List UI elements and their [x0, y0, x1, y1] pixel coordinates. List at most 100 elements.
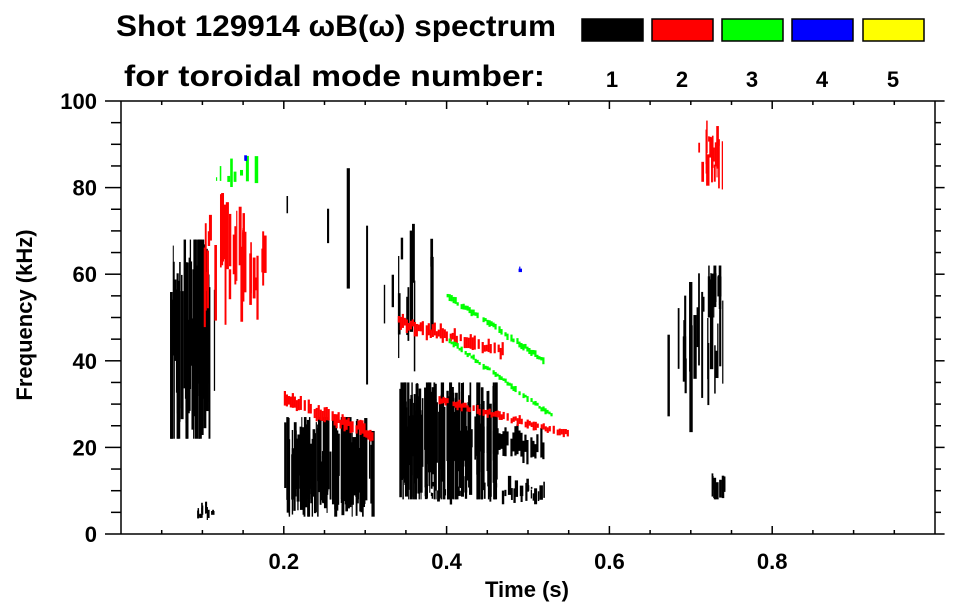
chirp-segment	[522, 344, 525, 351]
spectral-streak	[440, 382, 445, 482]
spectral-streak	[424, 397, 428, 497]
legend-label-mode-5: 5	[887, 67, 899, 92]
spectral-streak	[221, 193, 225, 262]
chirp-segment	[476, 359, 479, 364]
chirp-segment	[489, 344, 492, 354]
spectral-streak	[401, 411, 404, 468]
spectral-streak	[197, 508, 200, 512]
chirp-segment	[435, 331, 438, 339]
chirp-segment	[363, 423, 366, 437]
chirp-segment	[341, 414, 344, 425]
chirp-segment	[437, 329, 440, 337]
chirp-segment	[365, 430, 368, 438]
spectral-streak	[383, 284, 386, 324]
spectral-streak	[527, 485, 530, 491]
chirp-segment	[526, 396, 529, 402]
feature-mode-1-blob	[707, 265, 722, 318]
spectral-streak	[222, 204, 227, 260]
chirp-segment	[307, 399, 310, 414]
chirp-segment	[530, 422, 533, 427]
chirp-segment	[538, 405, 541, 409]
spectral-streak	[513, 488, 516, 503]
chirp-segment	[492, 430, 495, 454]
spectral-streak	[180, 291, 184, 420]
spectral-streak	[207, 509, 210, 518]
chirp-segment	[337, 412, 340, 424]
spectral-streak	[206, 507, 208, 520]
spectral-streak	[478, 403, 481, 500]
spectral-streak	[526, 478, 529, 492]
chirp-segment	[532, 421, 535, 431]
spectral-streak	[689, 325, 693, 433]
chirp-segment	[313, 409, 316, 419]
chirp-segment	[469, 334, 472, 349]
chirp-segment	[444, 397, 447, 406]
chirp-segment	[285, 394, 288, 407]
chirp-segment	[478, 408, 481, 416]
spectral-streak	[233, 171, 237, 182]
chirp-segment	[349, 421, 352, 434]
spectral-streak	[701, 161, 705, 182]
spectral-streak	[712, 147, 715, 162]
chirp-segment	[448, 294, 451, 302]
spectral-streak	[418, 398, 420, 500]
chirp-segment	[508, 382, 511, 386]
feature-mode-3-blob	[215, 155, 259, 188]
chirp-segment	[371, 432, 374, 441]
chirp-segment	[409, 320, 412, 330]
spectral-streak	[324, 417, 327, 503]
spectral-streak	[400, 237, 404, 260]
feature-mode-2-chirp	[438, 396, 569, 438]
chirp-segment	[442, 396, 445, 404]
chirp-segment	[514, 386, 517, 393]
spectral-streak	[443, 489, 447, 496]
spectral-streak	[449, 483, 451, 486]
chirp-segment	[476, 404, 479, 414]
chirp-segment	[493, 342, 496, 354]
spectral-streak	[207, 269, 209, 402]
spectral-streak	[446, 390, 449, 462]
spectral-streak	[201, 505, 204, 515]
spectral-streak	[284, 422, 287, 489]
chirp-segment	[429, 329, 432, 338]
spectral-streak	[346, 417, 349, 495]
chirp-segment	[339, 419, 342, 429]
chirp-segment	[494, 371, 497, 377]
spectral-streak	[455, 408, 459, 500]
spectral-streak	[539, 485, 543, 500]
spectral-streak	[711, 155, 713, 183]
spectral-streak	[712, 476, 714, 490]
spectral-streak	[430, 238, 434, 267]
spectral-streak	[313, 441, 316, 494]
chirp-segment	[464, 426, 467, 447]
chirp-segment	[480, 423, 483, 452]
spectral-streak	[368, 438, 371, 479]
chirp-segment	[538, 356, 541, 360]
chirp-segment	[504, 378, 507, 383]
chirp-segment	[315, 407, 318, 422]
spectral-streak	[449, 417, 451, 490]
spectral-streak	[689, 281, 693, 372]
spectral-streak	[698, 142, 701, 153]
legend-swatch-mode-1	[581, 18, 644, 42]
spectral-streak	[328, 422, 330, 489]
chirp-segment	[482, 363, 485, 370]
chirp-segment	[482, 426, 485, 453]
legend-swatch-mode-3	[721, 18, 784, 42]
chirp-segment	[528, 420, 531, 426]
chirp-segment	[490, 412, 493, 418]
chirp-segment	[544, 426, 547, 432]
spectral-streak	[219, 194, 222, 268]
spectral-streak	[410, 408, 412, 465]
chirp-segment	[462, 402, 465, 408]
chirp-segment	[455, 335, 458, 345]
chirp-segment	[446, 428, 449, 455]
spectral-streak	[360, 428, 363, 474]
chirp-segment	[325, 406, 328, 421]
spectral-streak	[476, 488, 479, 495]
chirp-segment	[522, 440, 525, 464]
spectral-streak	[474, 416, 477, 460]
spectral-streak	[712, 479, 716, 490]
spectral-streak	[234, 226, 237, 285]
chirp-segment	[466, 405, 469, 412]
